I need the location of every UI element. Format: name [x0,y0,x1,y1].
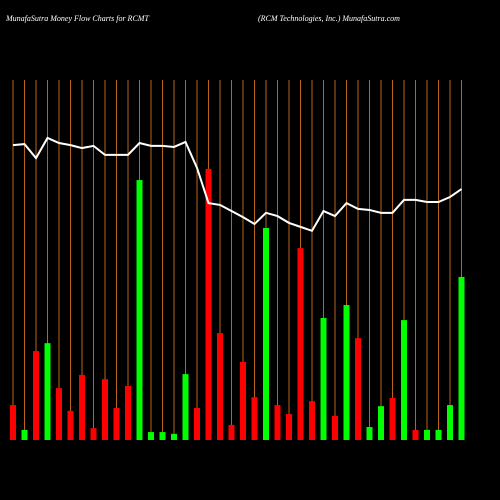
bar [389,397,396,440]
bar [320,317,327,440]
bar [401,320,407,440]
bar [251,397,258,440]
bar [366,427,373,440]
bar [136,180,143,440]
bar [286,414,292,440]
bar [435,429,442,440]
bar [10,405,16,440]
bar [79,374,85,440]
bar [412,429,419,440]
bar [355,338,361,440]
bar [102,379,108,440]
bar [263,227,269,440]
bar [274,405,281,440]
bar [240,361,246,440]
bar [194,407,200,440]
bar [424,429,430,440]
bar [90,428,97,440]
bar [148,432,154,440]
chart-subtitle: (RCM Technologies, Inc.) MunafaSutra.com [258,14,400,23]
bar [378,406,384,440]
bar [113,407,120,440]
bar [159,432,166,440]
bar [33,351,39,440]
bar [182,374,189,440]
bar [125,386,131,440]
bar [332,415,338,440]
bar [67,410,74,440]
bar [228,424,235,440]
bar [205,168,212,441]
bar [21,429,28,440]
bar [458,276,465,440]
bar [447,405,453,440]
money-flow-line [12,136,463,233]
chart-title: MunafaSutra Money Flow Charts for RCMT [5,14,149,23]
bar [343,305,350,440]
bar [44,343,51,440]
bar [171,433,177,440]
bar [56,388,62,440]
bar [297,248,304,440]
bar [309,401,315,440]
bar [217,333,223,440]
